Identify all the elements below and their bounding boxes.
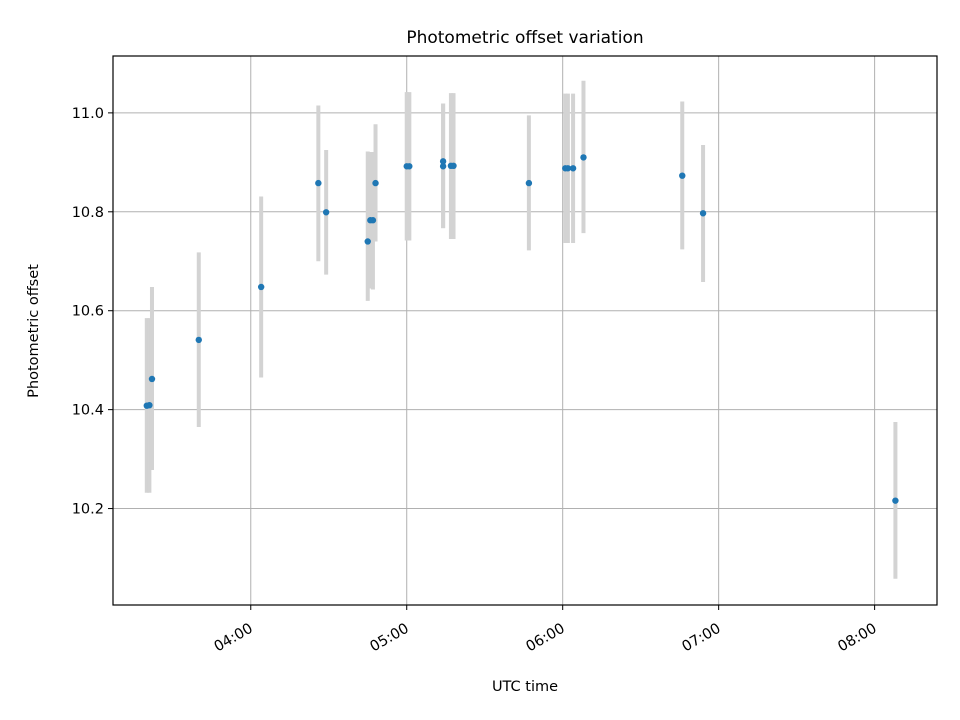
y-tick-label: 10.2	[72, 502, 104, 518]
data-point	[146, 401, 153, 409]
y-tick-label: 11.0	[72, 106, 104, 122]
data-point	[580, 154, 587, 161]
y-tick-label: 10.6	[72, 304, 104, 320]
y-axis-label: Photometric offset	[26, 264, 42, 398]
y-tick-label: 10.8	[72, 205, 104, 221]
data-point	[372, 179, 379, 187]
y-axis-ticks: 10.2 10.4 10.6 10.8 11.0	[72, 106, 113, 518]
plot-frame	[112, 55, 938, 606]
x-axis-label: UTC time	[492, 679, 558, 695]
data-point	[525, 179, 533, 187]
data-point	[322, 209, 330, 216]
data-point	[369, 217, 377, 224]
data-points	[143, 154, 899, 504]
data-point	[439, 158, 447, 165]
data-point	[679, 172, 686, 179]
data-point	[892, 497, 899, 504]
chart-title: Photometric offset variation	[406, 28, 643, 48]
data-point	[699, 210, 707, 217]
data-point	[257, 283, 265, 291]
data-point	[315, 179, 322, 187]
data-point	[439, 163, 447, 170]
data-point	[364, 238, 371, 245]
data-point	[195, 336, 202, 344]
data-point	[406, 163, 413, 170]
data-point	[450, 162, 457, 169]
data-point	[569, 165, 577, 172]
data-point	[148, 375, 156, 383]
data-point	[564, 165, 572, 172]
y-tick-label: 10.4	[72, 403, 104, 419]
